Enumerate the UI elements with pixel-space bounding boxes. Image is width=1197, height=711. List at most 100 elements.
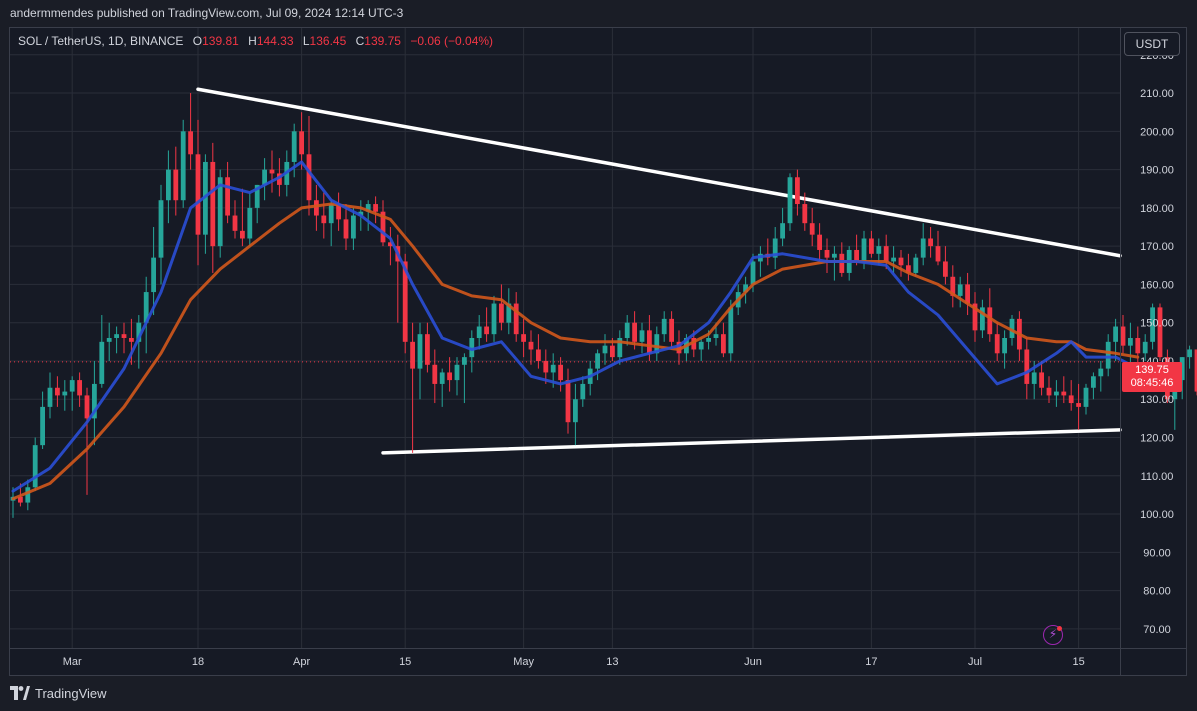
close-value: 139.75 [364,34,401,48]
candle-body [905,265,911,273]
candle-body [299,131,305,155]
candle-body [306,154,312,201]
candle-body [595,353,601,369]
bar-countdown: 08:45:46 [1130,377,1174,389]
candle-body [136,322,142,342]
candle-body [609,345,615,358]
candle-body [1053,391,1059,396]
ema-fast-line [11,160,1140,493]
candle-body [454,364,460,381]
candle-body [654,334,660,354]
high-value: 144.33 [256,34,294,48]
candle-body [1009,318,1015,338]
candle-body [69,380,75,392]
high-label: H [248,34,257,48]
candle-body [550,364,556,373]
candle-body [336,204,342,220]
candle-body [387,242,393,247]
candle-body [787,177,793,224]
y-tick-label: 180.00 [1140,203,1174,215]
candle-body [1031,372,1037,384]
candle-body [239,230,245,239]
candle-body [380,211,386,243]
candle-body [1150,307,1156,342]
candle-body [1179,357,1185,381]
candle-body [151,257,157,293]
candle-body [202,161,208,235]
currency-button[interactable]: USDT [1124,32,1180,56]
y-tick-label: 160.00 [1140,279,1174,291]
candle-body [180,131,186,201]
candle-body [780,223,786,239]
x-tick-label: May [513,656,534,668]
candle-body [1098,368,1104,377]
candle-body [676,341,682,354]
candle-body [565,380,571,423]
candle-body [920,238,926,258]
y-tick-label: 100.00 [1140,509,1174,521]
y-tick-label: 150.00 [1140,318,1174,330]
footer-brand[interactable]: TradingView [35,685,107,701]
alert-clock-icon[interactable]: ⚡ [1043,625,1063,645]
lower-support-trendline [381,428,1122,455]
candle-body [114,334,120,338]
x-tick-label: 15 [399,656,411,668]
y-tick-label: 200.00 [1140,126,1174,138]
candle-body [506,303,512,323]
candle-body [358,211,364,216]
y-tick-label: 90.00 [1143,547,1171,559]
symbol-label: SOL / TetherUS, 1D, BINANCE [18,34,184,48]
y-tick-label: 120.00 [1140,433,1174,445]
candle-body [269,169,275,174]
low-label: L [302,34,310,48]
candle-body [580,383,586,400]
candle-body [40,406,46,446]
candle-body [1105,341,1111,369]
candle-body [1046,387,1052,396]
upper-resistance-trendline [196,87,1122,258]
open-label: O [192,34,203,48]
publisher-line: andermmendes published on TradingView.co… [10,6,404,20]
candle-body [513,303,519,335]
candle-body [572,399,578,423]
candle-body [861,238,867,262]
candle-body [639,330,645,342]
candle-body [928,238,934,247]
candle-body [824,249,830,258]
candle-body [491,303,497,335]
candle-body [365,204,371,212]
candle-body [32,445,38,488]
candle-body [158,200,164,258]
candle-body [313,200,319,216]
candle-body [321,215,327,224]
x-tick-label: 15 [1072,656,1084,668]
candle-body [898,257,904,266]
candle-body [839,253,845,273]
x-tick-label: 17 [865,656,877,668]
candle-body [528,341,534,350]
candle-body [876,246,882,254]
open-value: 139.81 [202,34,239,48]
candle-body [225,177,231,216]
axes: 220.00210.00200.00190.00180.00170.00160.… [10,28,1187,676]
y-tick-label: 70.00 [1143,624,1171,636]
candle-body [1113,326,1119,342]
candle-body [217,177,223,247]
candle-body [439,372,445,384]
candle-body [1135,338,1141,354]
candle-body [883,246,889,262]
candle-body [91,383,97,419]
candle-body [476,326,482,338]
candle-body [809,223,815,235]
candle-body [417,334,423,369]
candle-body [720,334,726,354]
candle-body [669,318,675,342]
candle-body [965,284,971,304]
candle-body [350,215,356,239]
candle-body [617,338,623,358]
candle-body [1002,338,1008,354]
candle-body [706,338,712,342]
tradingview-logo-icon[interactable] [10,686,30,700]
y-tick-label: 80.00 [1143,586,1171,598]
